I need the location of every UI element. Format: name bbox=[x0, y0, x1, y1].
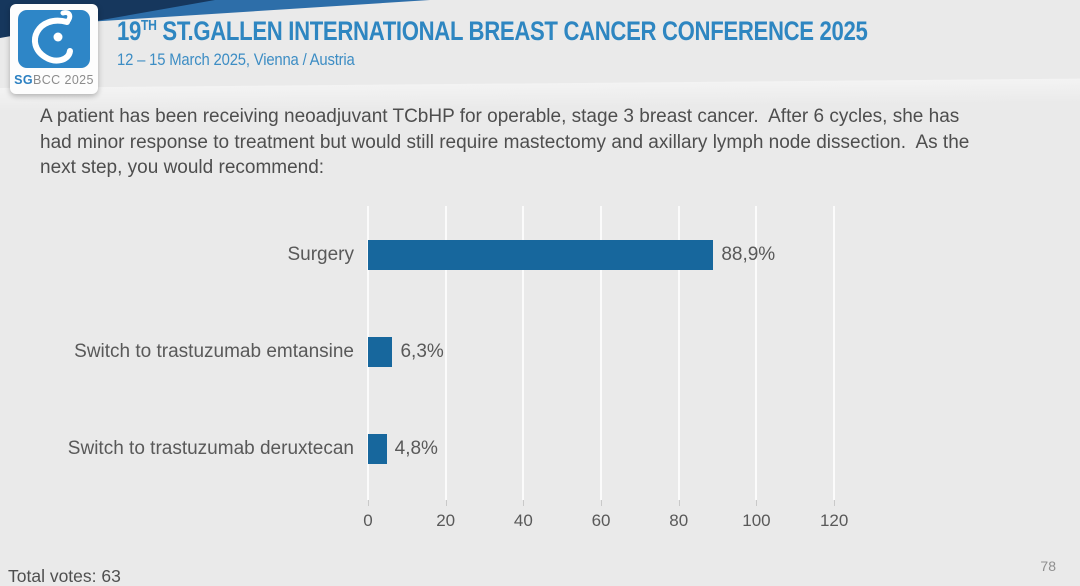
logo-text-sg: SG bbox=[14, 73, 33, 87]
chart-rows: Surgery 88,9% Switch to trastuzumab emtans… bbox=[40, 206, 900, 497]
axis-tick bbox=[834, 500, 836, 506]
sgbcc-logo: SGBCC 2025 bbox=[10, 4, 98, 94]
chart-bar-row: Switch to trastuzumab emtansine 6,3% bbox=[40, 303, 900, 400]
title-number: 19 bbox=[117, 16, 141, 46]
bar bbox=[368, 239, 714, 270]
value-label: 88,9% bbox=[721, 243, 776, 265]
axis-tick bbox=[756, 500, 758, 506]
chart-bar-row: Switch to trastuzumab deruxtecan 4,8% bbox=[40, 400, 900, 497]
x-axis-tick-label: 60 bbox=[591, 511, 611, 530]
bar bbox=[368, 336, 393, 367]
logo-text-year: BCC 2025 bbox=[33, 73, 94, 87]
category-label: Switch to trastuzumab emtansine bbox=[74, 340, 354, 362]
axis-tick bbox=[601, 500, 603, 506]
axis-tick bbox=[445, 500, 447, 506]
gridline bbox=[677, 206, 680, 500]
x-axis-tick-label: 100 bbox=[742, 511, 771, 530]
gridline bbox=[600, 206, 603, 500]
bar bbox=[368, 433, 387, 464]
conference-subtitle: 12 – 15 March 2025, Vienna / Austria bbox=[117, 51, 355, 69]
axis-tick bbox=[523, 500, 525, 506]
bar-area: 6,3% bbox=[368, 336, 873, 367]
axis-tick bbox=[678, 500, 680, 506]
gridline bbox=[444, 206, 447, 500]
bar-area: 88,9% bbox=[368, 239, 873, 270]
category-label: Switch to trastuzumab deruxtecan bbox=[67, 437, 354, 459]
bar-area: 4,8% bbox=[368, 433, 873, 464]
category-label: Surgery bbox=[287, 243, 354, 265]
value-label: 4,8% bbox=[394, 437, 438, 459]
title-ordinal: TH bbox=[140, 18, 157, 34]
chart-bar-row: Surgery 88,9% bbox=[40, 206, 900, 303]
poll-question: A patient has been receiving neoadjuvant… bbox=[40, 106, 975, 179]
header: 19TH ST.GALLEN INTERNATIONAL BREAST CANC… bbox=[117, 16, 1032, 70]
poll-results-chart: Surgery 88,9% Switch to trastuzumab emtans… bbox=[40, 206, 900, 546]
title-text: ST.GALLEN INTERNATIONAL BREAST CANCER CO… bbox=[156, 16, 868, 46]
gridline bbox=[833, 206, 836, 500]
x-axis-tick-label: 80 bbox=[669, 511, 689, 530]
x-axis-tick-label: 40 bbox=[513, 511, 533, 530]
x-axis-tick-label: 120 bbox=[819, 511, 849, 530]
axis-tick bbox=[368, 500, 369, 506]
sgbcc-logo-text: SGBCC 2025 bbox=[14, 73, 94, 87]
page-number: 78 bbox=[1040, 558, 1056, 574]
gridline bbox=[522, 206, 525, 500]
x-axis-tick-label: 20 bbox=[436, 511, 456, 530]
gridline bbox=[755, 206, 758, 500]
x-axis: 0 20 40 60 80 100 120 bbox=[363, 511, 873, 537]
value-label: 6,3% bbox=[400, 340, 444, 362]
sgbcc-logo-icon bbox=[18, 10, 90, 68]
conference-title: 19TH ST.GALLEN INTERNATIONAL BREAST CANC… bbox=[117, 16, 868, 47]
x-axis-tick-label: 0 bbox=[363, 511, 373, 530]
total-votes: Total votes: 63 bbox=[8, 566, 121, 586]
